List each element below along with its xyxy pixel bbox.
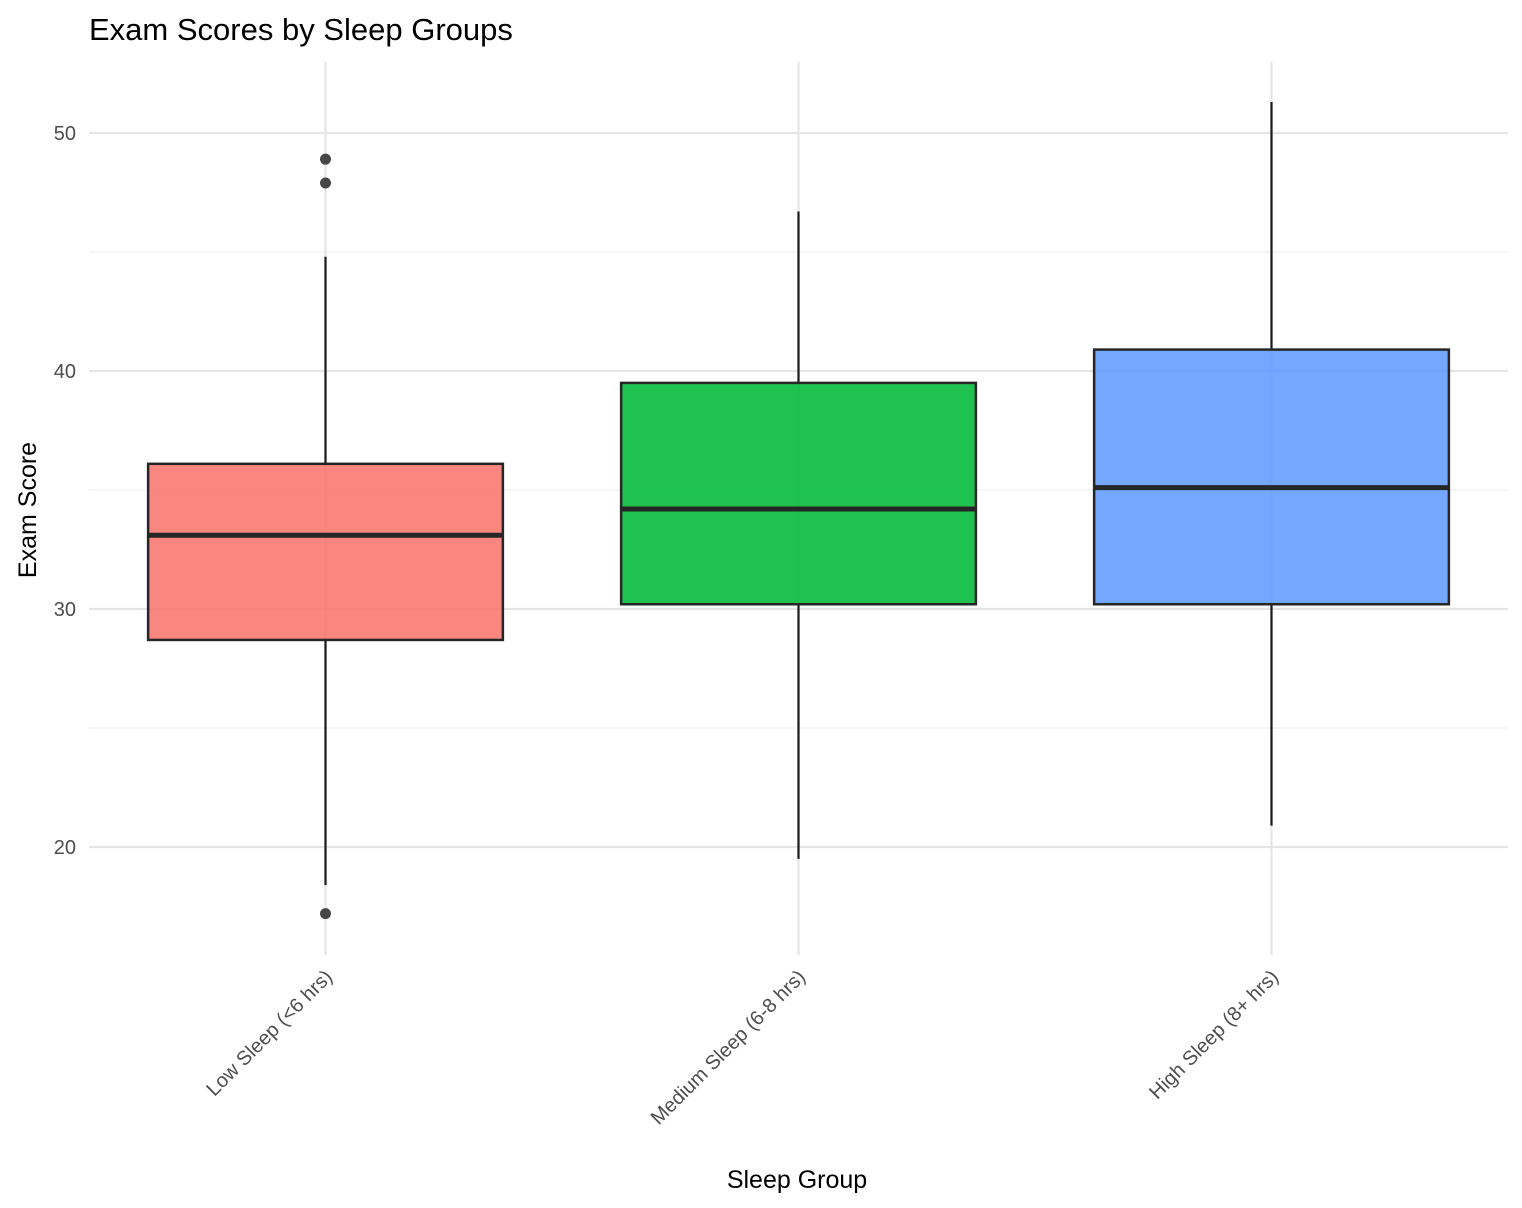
box-group bbox=[1092, 102, 1451, 826]
x-tick-label: Medium Sleep (6-8 hrs) bbox=[647, 966, 810, 1129]
y-tick-label: 40 bbox=[54, 361, 76, 383]
box bbox=[146, 462, 505, 642]
outlier-point bbox=[320, 177, 331, 189]
y-axis-title: Exam Score bbox=[14, 442, 42, 578]
box-group bbox=[146, 153, 505, 920]
y-tick-labels: 20 30 40 50 bbox=[54, 123, 76, 859]
y-tick-label: 30 bbox=[54, 599, 76, 621]
outlier-point bbox=[320, 908, 331, 920]
y-tick-label: 50 bbox=[54, 123, 76, 145]
box-group bbox=[619, 211, 978, 859]
outlier-point bbox=[320, 153, 331, 165]
box bbox=[1092, 348, 1451, 606]
x-tick-label: High Sleep (8+ hrs) bbox=[1145, 966, 1283, 1104]
boxes bbox=[146, 102, 1451, 920]
x-tick-labels: Low Sleep (<6 hrs) Medium Sleep (6-8 hrs)… bbox=[202, 966, 1283, 1129]
box bbox=[619, 381, 978, 606]
chart-title: Exam Scores by Sleep Groups bbox=[89, 12, 513, 47]
x-axis-title: Sleep Group bbox=[727, 1166, 867, 1194]
x-tick-label: Low Sleep (<6 hrs) bbox=[202, 966, 337, 1101]
y-tick-label: 20 bbox=[54, 837, 76, 859]
